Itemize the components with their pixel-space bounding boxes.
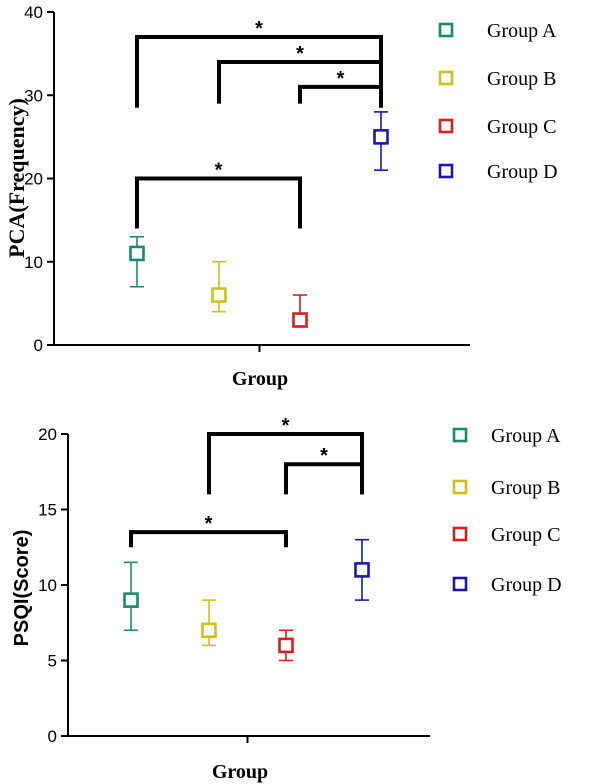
significance-bracket — [129, 530, 288, 548]
data-point — [123, 592, 139, 608]
data-point — [201, 622, 217, 639]
y-tick-label: 20 — [38, 425, 57, 444]
y-tick-label: 40 — [24, 3, 43, 22]
legend-marker — [452, 427, 468, 443]
data-point — [373, 129, 389, 145]
y-axis-label: PCA(Frequency) — [4, 98, 29, 258]
y-tick-label: 15 — [38, 501, 57, 520]
legend-marker — [438, 70, 454, 86]
data-point — [354, 562, 370, 578]
x-axis-label: Group — [212, 761, 268, 783]
legend-marker — [452, 526, 468, 542]
legend-label: Group D — [487, 161, 558, 183]
significance-star: * — [205, 513, 213, 535]
x-axis-label: Group — [232, 368, 288, 390]
significance-star: * — [320, 445, 328, 467]
legend-label: Group A — [491, 425, 561, 447]
y-tick-label: 10 — [38, 576, 57, 595]
significance-star: * — [296, 43, 304, 65]
legend-label: Group B — [491, 477, 560, 499]
y-tick-label: 0 — [48, 727, 57, 746]
y-axis-label: PSQI(Score) — [11, 530, 33, 647]
significance-star: * — [282, 415, 290, 437]
data-point — [292, 312, 308, 328]
legend-marker — [438, 163, 454, 179]
data-point — [278, 637, 294, 654]
legend-label: Group C — [487, 116, 556, 138]
significance-bracket — [284, 462, 364, 495]
legend-label: Group B — [487, 68, 556, 90]
y-tick-label: 30 — [24, 86, 43, 105]
legend-marker — [452, 479, 468, 495]
significance-star: * — [215, 160, 223, 182]
legend-marker — [438, 22, 454, 38]
data-point — [129, 245, 145, 262]
legend-marker — [438, 118, 454, 134]
data-point — [211, 287, 227, 303]
y-tick-label: 0 — [34, 336, 43, 355]
y-tick-label: 20 — [24, 170, 43, 189]
legend-label: Group A — [487, 20, 557, 42]
legend-label: Group D — [491, 574, 562, 596]
legend-label: Group C — [491, 524, 560, 546]
significance-bracket — [217, 59, 383, 104]
significance-star: * — [337, 68, 345, 90]
significance-star: * — [255, 18, 263, 40]
significance-bracket — [298, 84, 383, 104]
significance-bracket — [135, 176, 302, 229]
y-tick-label: 10 — [24, 253, 43, 272]
y-tick-label: 5 — [48, 652, 57, 671]
legend-marker — [452, 576, 468, 592]
